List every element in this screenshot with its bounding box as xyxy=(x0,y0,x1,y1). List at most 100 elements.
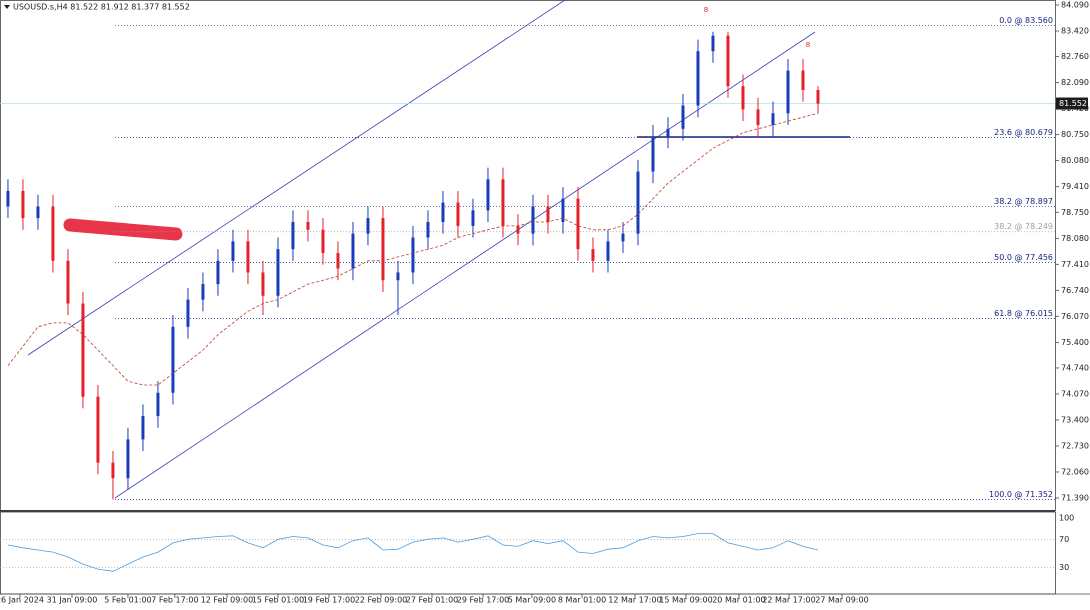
candle-body xyxy=(501,179,505,226)
candle-body xyxy=(546,206,550,222)
candle-body xyxy=(231,241,235,261)
candle-body xyxy=(216,260,220,285)
candle-body xyxy=(411,237,415,273)
rsi-line xyxy=(7,533,819,572)
candle-body xyxy=(696,51,700,106)
candle-body xyxy=(126,439,130,479)
y-tick-label: 78.080 xyxy=(1061,234,1089,243)
candle-body xyxy=(426,221,430,238)
y-tick-label: 74.740 xyxy=(1061,363,1089,372)
fib-label: 50.0 @ 77.456 xyxy=(994,253,1053,262)
candle-body xyxy=(816,90,820,104)
y-tick-label: 72.730 xyxy=(1061,441,1089,450)
candle-body xyxy=(756,109,760,125)
candle-body xyxy=(96,396,100,463)
candle-body xyxy=(336,253,340,269)
candle-body xyxy=(576,198,580,250)
candle-body xyxy=(246,241,250,273)
candle-body xyxy=(171,326,175,393)
y-tick-label: 72.060 xyxy=(1061,467,1089,476)
y-tick-label: 79.410 xyxy=(1061,182,1089,191)
candle-body xyxy=(186,299,190,327)
candle-body xyxy=(321,229,325,254)
x-tick-label: 19 Feb 17:00 xyxy=(303,596,355,605)
chart-title: USOUSD.s,H4 81.522 81.912 81.377 81.552 xyxy=(13,3,190,12)
x-tick-label: 20 Mar 01:00 xyxy=(712,596,765,605)
x-tick-label: 26 Jan 2024 xyxy=(0,596,44,605)
x-tick-label: 29 Feb 17:00 xyxy=(457,596,509,605)
last-price-box xyxy=(1056,97,1088,110)
candle-body xyxy=(66,260,70,304)
candle-body xyxy=(81,303,85,397)
rsi-tick-label: 100 xyxy=(1059,514,1074,523)
candle-body xyxy=(561,198,565,222)
candle-body xyxy=(366,218,370,234)
candle-body xyxy=(531,206,535,234)
candle-body xyxy=(201,284,205,300)
candle-body xyxy=(276,249,280,296)
fib-label: 23.6 @ 80.679 xyxy=(994,128,1053,137)
candle-body xyxy=(681,105,685,129)
x-tick-label: 12 Feb 09:00 xyxy=(201,596,253,605)
y-tick-label: 80.080 xyxy=(1061,156,1089,165)
y-tick-label: 71.390 xyxy=(1061,494,1089,503)
candle-body xyxy=(486,179,490,211)
candle-body xyxy=(771,113,775,125)
candle-body xyxy=(156,392,160,417)
annotation: 8 xyxy=(806,41,810,49)
candle-body xyxy=(741,86,745,110)
candle-body xyxy=(786,70,790,114)
candle-body xyxy=(621,233,625,242)
highlight-marker xyxy=(63,218,183,241)
y-tick-label: 76.740 xyxy=(1061,286,1089,295)
fib-label: 61.8 @ 76.015 xyxy=(994,309,1053,318)
candle-body xyxy=(36,206,40,219)
candle-body xyxy=(351,233,355,269)
candle-body xyxy=(711,35,715,52)
x-tick-label: 7 Feb 17:00 xyxy=(151,596,198,605)
candle-body xyxy=(801,70,805,91)
candle-body xyxy=(141,416,145,440)
fib-label: 38.2 @ 78.249 xyxy=(994,222,1053,231)
candle-body xyxy=(396,272,400,281)
y-tick-label: 76.070 xyxy=(1061,312,1089,321)
x-tick-label: 5 Feb 01:00 xyxy=(104,596,151,605)
channel-upper xyxy=(27,0,566,356)
x-tick-label: 22 Feb 09:00 xyxy=(355,596,407,605)
candle-body xyxy=(651,136,655,172)
y-tick-label: 74.070 xyxy=(1061,389,1089,398)
menu-icon xyxy=(4,5,10,9)
candle-body xyxy=(726,35,730,87)
rsi-tick-label: 30 xyxy=(1059,563,1069,572)
x-tick-label: 5 Mar 09:00 xyxy=(508,596,556,605)
x-tick-label: 22 Mar 17:00 xyxy=(762,596,815,605)
candle-body xyxy=(381,218,385,281)
candle-body xyxy=(111,462,115,479)
fib-label: 38.2 @ 78.897 xyxy=(994,197,1053,206)
moving-average xyxy=(7,112,819,386)
candle-body xyxy=(291,221,295,250)
y-tick-label: 77.410 xyxy=(1061,260,1089,269)
y-tick-label: 73.400 xyxy=(1061,415,1089,424)
candle-body xyxy=(456,202,460,226)
x-tick-label: 15 Feb 01:00 xyxy=(252,596,304,605)
x-tick-label: 27 Mar 09:00 xyxy=(815,596,868,605)
x-tick-label: 27 Feb 01:00 xyxy=(406,596,458,605)
candle-body xyxy=(261,272,265,296)
y-tick-label: 82.090 xyxy=(1061,78,1089,87)
candle-body xyxy=(636,171,640,234)
candle-body xyxy=(51,206,55,261)
annotation: 8 xyxy=(704,6,708,14)
fib-label: 0.0 @ 83.560 xyxy=(999,16,1053,25)
last-price-label: 81.552 xyxy=(1059,99,1087,108)
y-tick-label: 75.400 xyxy=(1061,338,1089,347)
candle-body xyxy=(6,190,10,207)
candle-body xyxy=(21,190,25,219)
x-tick-label: 15 Mar 09:00 xyxy=(659,596,712,605)
candle-body xyxy=(306,221,310,230)
candle-body xyxy=(666,128,670,137)
x-tick-label: 12 Mar 17:00 xyxy=(608,596,661,605)
y-tick-label: 82.760 xyxy=(1061,52,1089,61)
x-tick-label: 31 Jan 09:00 xyxy=(47,596,98,605)
